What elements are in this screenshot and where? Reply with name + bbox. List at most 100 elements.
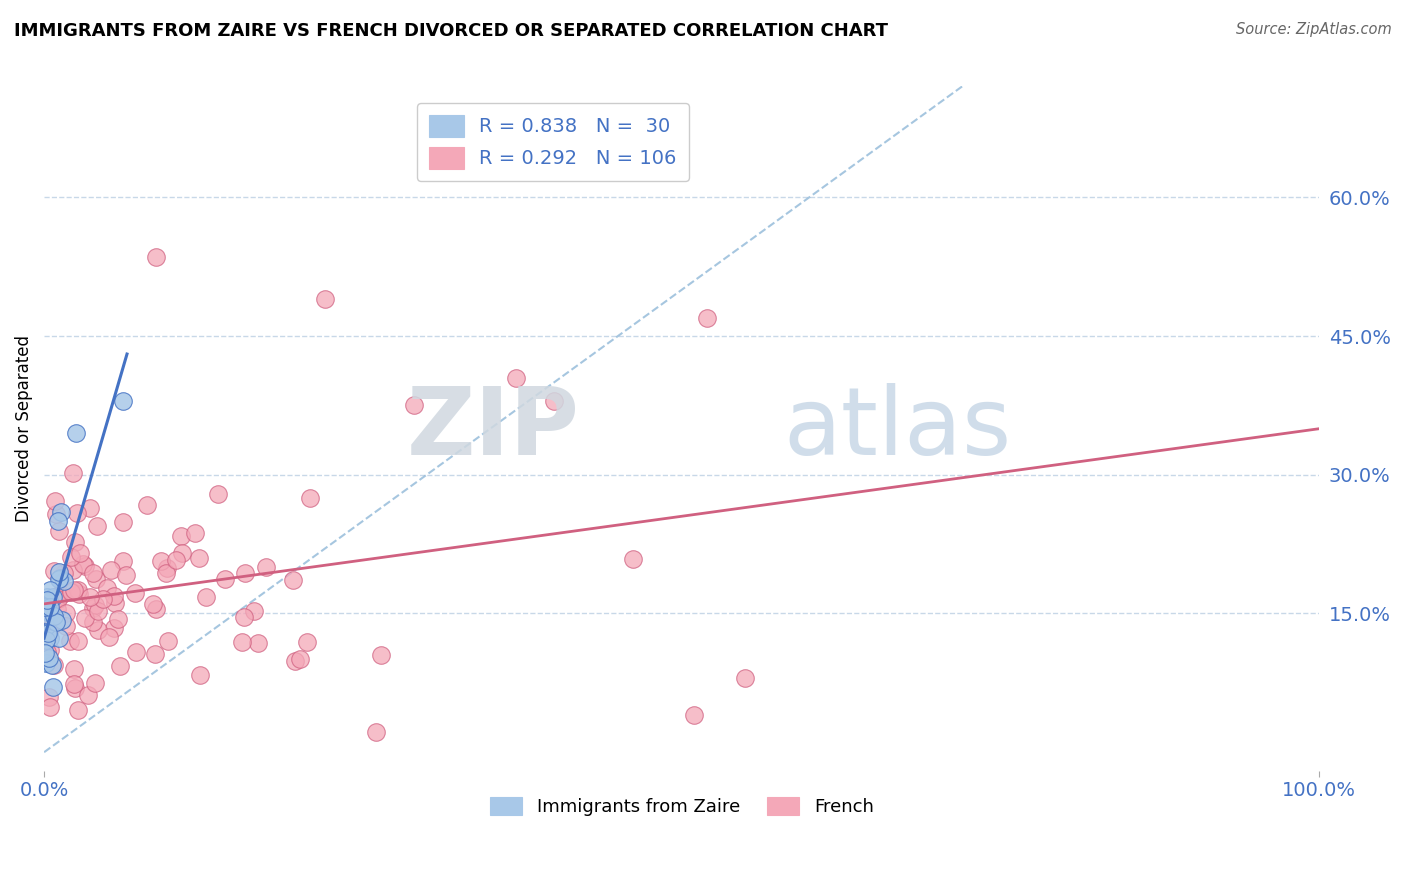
- Text: Source: ZipAtlas.com: Source: ZipAtlas.com: [1236, 22, 1392, 37]
- Point: [108, 659, 131, 673]
- Text: atlas: atlas: [783, 383, 1012, 475]
- Point: [37, 590, 59, 604]
- Point: [115, 568, 138, 582]
- Point: [34, 646, 56, 660]
- Point: [39, 699, 62, 714]
- Point: [69, 546, 91, 560]
- Point: [39, 643, 62, 657]
- Point: [157, 634, 180, 648]
- Point: [233, 566, 256, 580]
- Point: [51, 613, 73, 627]
- Point: [281, 574, 304, 588]
- Y-axis label: Divorced or Separated: Divorced or Separated: [15, 335, 32, 522]
- Point: [155, 566, 177, 580]
- Point: [38, 628, 60, 642]
- Point: [35, 592, 58, 607]
- Point: [696, 310, 718, 325]
- Point: [34, 602, 56, 616]
- Point: [214, 572, 236, 586]
- Point: [402, 398, 425, 412]
- Point: [38, 631, 60, 645]
- Point: [62, 662, 84, 676]
- Point: [34, 600, 56, 615]
- Point: [49, 571, 72, 585]
- Point: [145, 601, 167, 615]
- Point: [63, 535, 86, 549]
- Point: [145, 251, 167, 265]
- Point: [187, 551, 209, 566]
- Point: [65, 426, 87, 441]
- Point: [46, 514, 69, 528]
- Point: [683, 708, 706, 723]
- Point: [69, 587, 91, 601]
- Point: [44, 658, 66, 673]
- Point: [38, 606, 60, 620]
- Point: [55, 619, 77, 633]
- Point: [79, 501, 101, 516]
- Point: [66, 634, 89, 648]
- Point: [290, 652, 312, 666]
- Point: [82, 566, 104, 580]
- Point: [35, 624, 58, 639]
- Point: [35, 632, 58, 647]
- Point: [298, 491, 321, 505]
- Text: ZIP: ZIP: [406, 383, 579, 475]
- Point: [284, 654, 307, 668]
- Point: [38, 616, 60, 631]
- Point: [83, 598, 105, 612]
- Point: [734, 671, 756, 685]
- Point: [44, 608, 66, 623]
- Point: [104, 596, 127, 610]
- Point: [103, 621, 125, 635]
- Point: [45, 615, 67, 629]
- Point: [87, 623, 110, 637]
- Point: [188, 667, 211, 681]
- Point: [48, 632, 70, 646]
- Point: [60, 550, 83, 565]
- Point: [42, 564, 65, 578]
- Point: [45, 507, 67, 521]
- Point: [100, 563, 122, 577]
- Point: [48, 572, 70, 586]
- Point: [38, 650, 60, 665]
- Point: [97, 630, 120, 644]
- Point: [142, 598, 165, 612]
- Point: [62, 563, 84, 577]
- Point: [87, 603, 110, 617]
- Point: [233, 610, 256, 624]
- Point: [107, 612, 129, 626]
- Point: [59, 584, 82, 599]
- Text: IMMIGRANTS FROM ZAIRE VS FRENCH DIVORCED OR SEPARATED CORRELATION CHART: IMMIGRANTS FROM ZAIRE VS FRENCH DIVORCED…: [14, 22, 889, 40]
- Point: [46, 592, 69, 607]
- Point: [136, 498, 159, 512]
- Point: [84, 676, 107, 690]
- Point: [76, 689, 98, 703]
- Point: [73, 611, 96, 625]
- Point: [79, 591, 101, 605]
- Point: [621, 552, 644, 566]
- Point: [66, 703, 89, 717]
- Point: [44, 494, 66, 508]
- Point: [254, 560, 277, 574]
- Point: [194, 590, 217, 604]
- Point: [52, 574, 75, 589]
- Point: [59, 584, 82, 599]
- Point: [505, 370, 527, 384]
- Point: [149, 554, 172, 568]
- Point: [65, 681, 87, 695]
- Point: [38, 582, 60, 597]
- Point: [82, 601, 104, 615]
- Point: [41, 658, 63, 673]
- Point: [42, 681, 65, 695]
- Point: [48, 524, 70, 538]
- Point: [242, 604, 264, 618]
- Point: [67, 582, 90, 597]
- Point: [96, 581, 118, 595]
- Point: [184, 526, 207, 541]
- Point: [38, 609, 60, 624]
- Point: [63, 677, 86, 691]
- Point: [62, 466, 84, 480]
- Point: [73, 558, 96, 573]
- Point: [38, 628, 60, 642]
- Point: [59, 634, 82, 648]
